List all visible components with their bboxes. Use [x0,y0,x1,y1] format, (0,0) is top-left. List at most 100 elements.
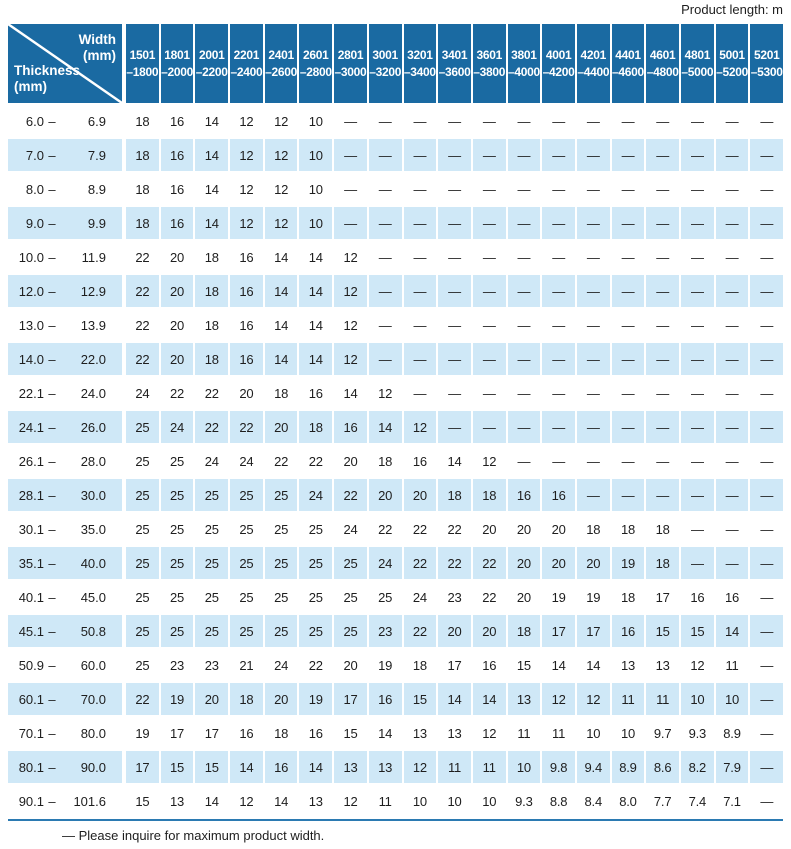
table-row: 40.1–45.0 25 25 25 25 25 25 25 25 24 23 22 20 19 19 18 1… [8,581,784,613]
width-range-header: 4601 –4800 [646,24,679,103]
range-dash: – [48,657,56,673]
length-value-cell: 19 [299,683,333,715]
length-value-cell: 14 [438,445,471,477]
length-value-cell: 20 [472,615,506,647]
thickness-range-cell: 50.9– 60.0 [8,649,122,681]
length-value-cell: — [611,207,645,239]
length-value-cell: — [646,241,679,273]
length-value-cell: 25 [160,445,194,477]
length-value-cell: 14 [195,207,229,239]
length-value-cell: — [438,139,471,171]
table-bottom-rule [8,819,783,821]
width-range-to: –4800 [646,64,679,79]
length-value-cell: — [715,547,749,579]
length-value-cell: 18 [195,275,229,307]
length-value-cell: — [403,275,437,307]
length-value-cell: 18 [438,479,471,511]
length-value-cell: — [403,241,437,273]
length-value-cell: 17 [334,683,367,715]
length-value-cell: — [576,309,610,341]
length-value-cell: — [576,241,610,273]
width-range-to: –3800 [473,64,506,79]
width-range-header: 4001 –4200 [542,24,575,103]
thickness-range-cell: 45.1– 50.8 [8,615,122,647]
thickness-min: 40.1 [18,589,44,605]
length-value-cell: 17 [195,717,229,749]
width-range-header: 1501 –1800 [126,24,159,103]
length-value-cell: — [403,343,437,375]
length-value-cell: 12 [230,173,263,205]
length-value-cell: — [750,173,784,205]
width-range-header: 1801 –2000 [160,24,194,103]
length-value-cell: — [750,513,784,545]
length-value-cell: — [646,377,679,409]
thickness-max: 9.9 [87,215,106,231]
length-value-cell: 20 [438,615,471,647]
length-value-cell: — [576,207,610,239]
width-range-to: –3200 [369,64,402,79]
thickness-max: 8.9 [87,181,106,197]
length-value-cell: 13 [403,717,437,749]
length-value-cell: — [368,241,402,273]
thickness-max: 24.0 [80,385,106,401]
length-value-cell: — [472,139,506,171]
length-value-cell: — [576,343,610,375]
width-range-header: 4801 –5000 [681,24,714,103]
size-table: Width (mm) Thickness (mm) 1501 –1800 1801–… [8,24,784,843]
length-value-cell: 22 [195,411,229,443]
length-value-cell: 18 [576,513,610,545]
length-value-cell: 24 [403,581,437,613]
range-dash: – [48,385,56,401]
length-value-cell: 25 [230,547,263,579]
length-value-cell: 20 [160,275,194,307]
range-dash: – [48,215,56,231]
length-value-cell: 24 [368,547,402,579]
length-value-cell: — [750,751,784,783]
length-value-cell: — [750,649,784,681]
length-value-cell: — [750,241,784,273]
length-value-cell: 13 [611,649,645,681]
length-value-cell: — [368,275,402,307]
length-value-cell: — [750,445,784,477]
width-range-to: –3000 [334,64,367,79]
length-value-cell: — [507,343,541,375]
length-value-cell: — [576,445,610,477]
length-value-cell: 8.8 [542,785,575,817]
length-value-cell: 25 [126,615,159,647]
length-value-cell: 14 [299,343,333,375]
length-value-cell: 25 [230,513,263,545]
length-value-cell: 16 [299,377,333,409]
length-value-cell: 20 [334,649,367,681]
length-value-cell: 14 [264,241,298,273]
length-value-cell: 25 [299,581,333,613]
length-value-cell: 20 [542,513,575,545]
length-value-cell: — [542,411,575,443]
width-range-to: –2400 [230,64,263,79]
length-value-cell: — [646,343,679,375]
length-value-cell: 10 [438,785,471,817]
width-range-to: –2200 [195,64,228,79]
length-value-cell: 25 [195,615,229,647]
length-value-cell: 13 [334,751,367,783]
length-value-cell: 22 [126,343,159,375]
length-value-cell: 9.8 [542,751,575,783]
length-value-cell: 23 [160,649,194,681]
width-range-header: 3201 –3400 [403,24,437,103]
length-value-cell: — [681,105,714,137]
thickness-min: 28.1 [18,487,44,503]
length-value-cell: 24 [264,649,298,681]
length-value-cell: — [681,139,714,171]
length-value-cell: 25 [160,547,194,579]
length-value-cell: 24 [299,479,333,511]
length-value-cell: 25 [126,581,159,613]
diagonal-divider [8,24,122,103]
length-value-cell: 8.4 [576,785,610,817]
length-value-cell: 18 [195,343,229,375]
length-value-cell: 24 [334,513,367,545]
length-value-cell: 14 [264,343,298,375]
thickness-max: 60.0 [80,657,106,673]
length-value-cell: 12 [576,683,610,715]
length-value-cell: — [681,275,714,307]
length-value-cell: 14 [299,275,333,307]
length-value-cell: 20 [542,547,575,579]
